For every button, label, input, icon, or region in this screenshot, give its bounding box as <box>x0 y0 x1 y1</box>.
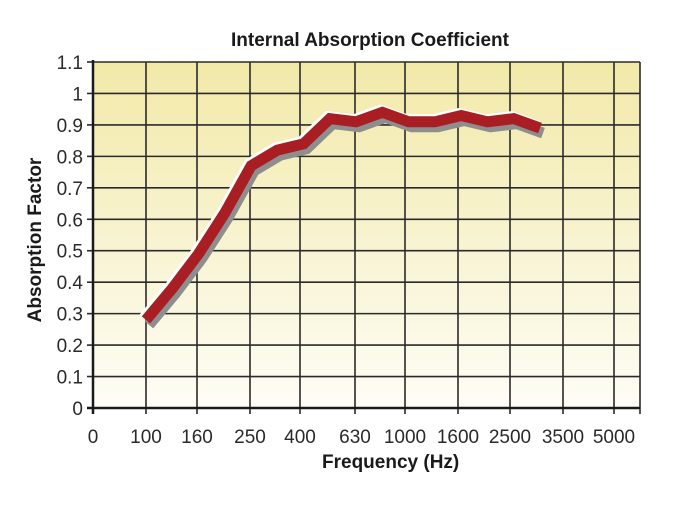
x-tick-label: 100 <box>130 427 162 448</box>
y-tick-label: 0.3 <box>57 305 83 326</box>
absorption-line <box>141 106 542 324</box>
x-tick-label: 1600 <box>437 427 479 448</box>
y-tick-label: 0.2 <box>57 336 83 357</box>
y-tick-label: 0.5 <box>57 242 83 263</box>
x-tick-label: 0 <box>88 427 99 448</box>
x-tick-label: 250 <box>234 427 266 448</box>
y-tick-label: 1 <box>72 84 83 105</box>
y-tick-label: 0.7 <box>57 179 83 200</box>
x-tick-label: 2500 <box>489 427 531 448</box>
axis-ticks: 0 0.1 0.2 0.3 0.4 0.5 0.6 0.7 0.8 0.9 1 1.1 0 100 160 2… <box>57 53 641 448</box>
y-tick-label: 0.8 <box>57 147 83 168</box>
x-tick-label: 400 <box>284 427 316 448</box>
y-tick-label: 0.6 <box>57 210 83 231</box>
y-tick-label: 0.1 <box>57 368 83 389</box>
y-tick-label: 1.1 <box>57 53 83 74</box>
data-series <box>139 104 545 329</box>
x-tick-label: 3500 <box>542 427 584 448</box>
y-tick-label: 0 <box>72 399 83 420</box>
x-tick-label: 630 <box>339 427 371 448</box>
y-tick-label: 0.4 <box>57 273 84 294</box>
x-tick-label: 160 <box>181 427 213 448</box>
x-tick-label: 5000 <box>593 427 635 448</box>
x-tick-label: 1000 <box>384 427 426 448</box>
chart-title: Internal Absorption Coefficient <box>231 30 509 51</box>
y-tick-label: 0.9 <box>57 116 83 137</box>
x-axis-label: Frequency (Hz) <box>322 452 460 473</box>
